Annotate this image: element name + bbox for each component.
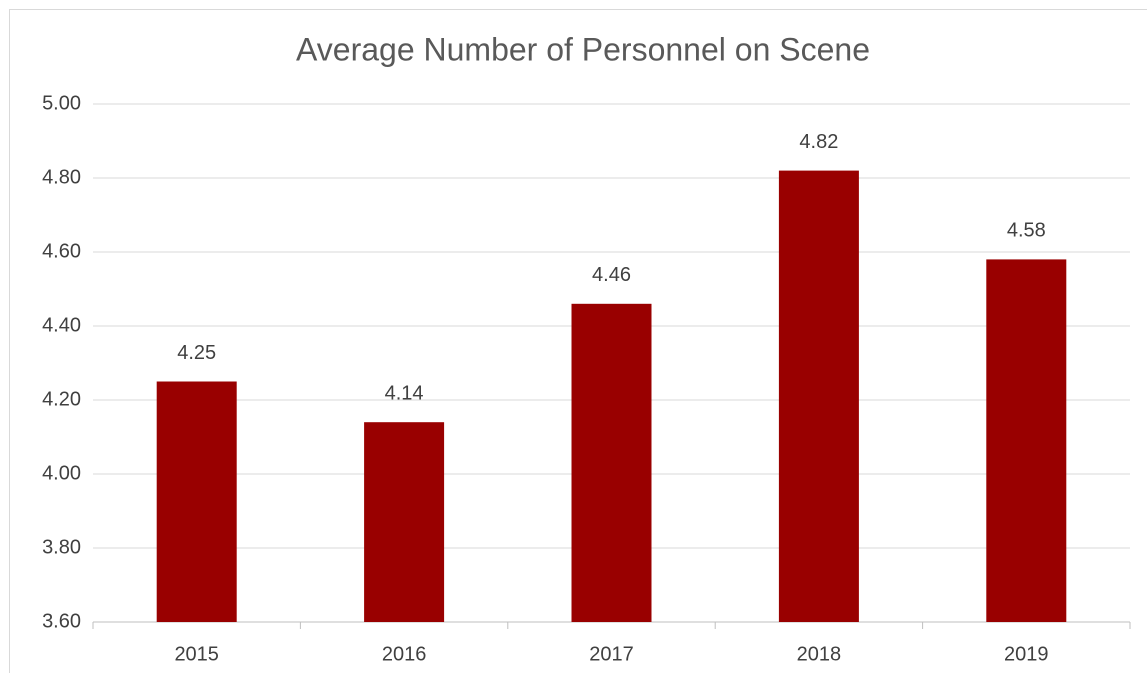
data-label: 4.46 <box>592 264 631 286</box>
chart-title: Average Number of Personnel on Scene <box>296 31 870 67</box>
y-tick-label: 3.80 <box>42 536 81 558</box>
data-label: 4.82 <box>799 131 838 153</box>
data-label: 4.25 <box>177 342 216 364</box>
y-tick-label: 3.60 <box>42 610 81 632</box>
bar <box>778 170 859 622</box>
bar <box>364 422 445 622</box>
data-label: 4.58 <box>1007 220 1046 242</box>
y-tick-label: 4.20 <box>42 388 81 410</box>
x-tick-label: 2019 <box>1004 643 1049 665</box>
x-tick-label: 2017 <box>589 643 634 665</box>
y-tick-label: 5.00 <box>42 92 81 114</box>
bar <box>156 381 237 622</box>
x-tick-label: 2018 <box>797 643 842 665</box>
y-tick-label: 4.00 <box>42 462 81 484</box>
y-tick-label: 4.40 <box>42 314 81 336</box>
y-tick-label: 4.60 <box>42 240 81 262</box>
bar <box>571 303 652 622</box>
x-tick-label: 2016 <box>382 643 427 665</box>
bar <box>986 259 1067 622</box>
x-tick-label: 2015 <box>174 643 219 665</box>
y-tick-label: 4.80 <box>42 166 81 188</box>
data-label: 4.14 <box>385 382 424 404</box>
